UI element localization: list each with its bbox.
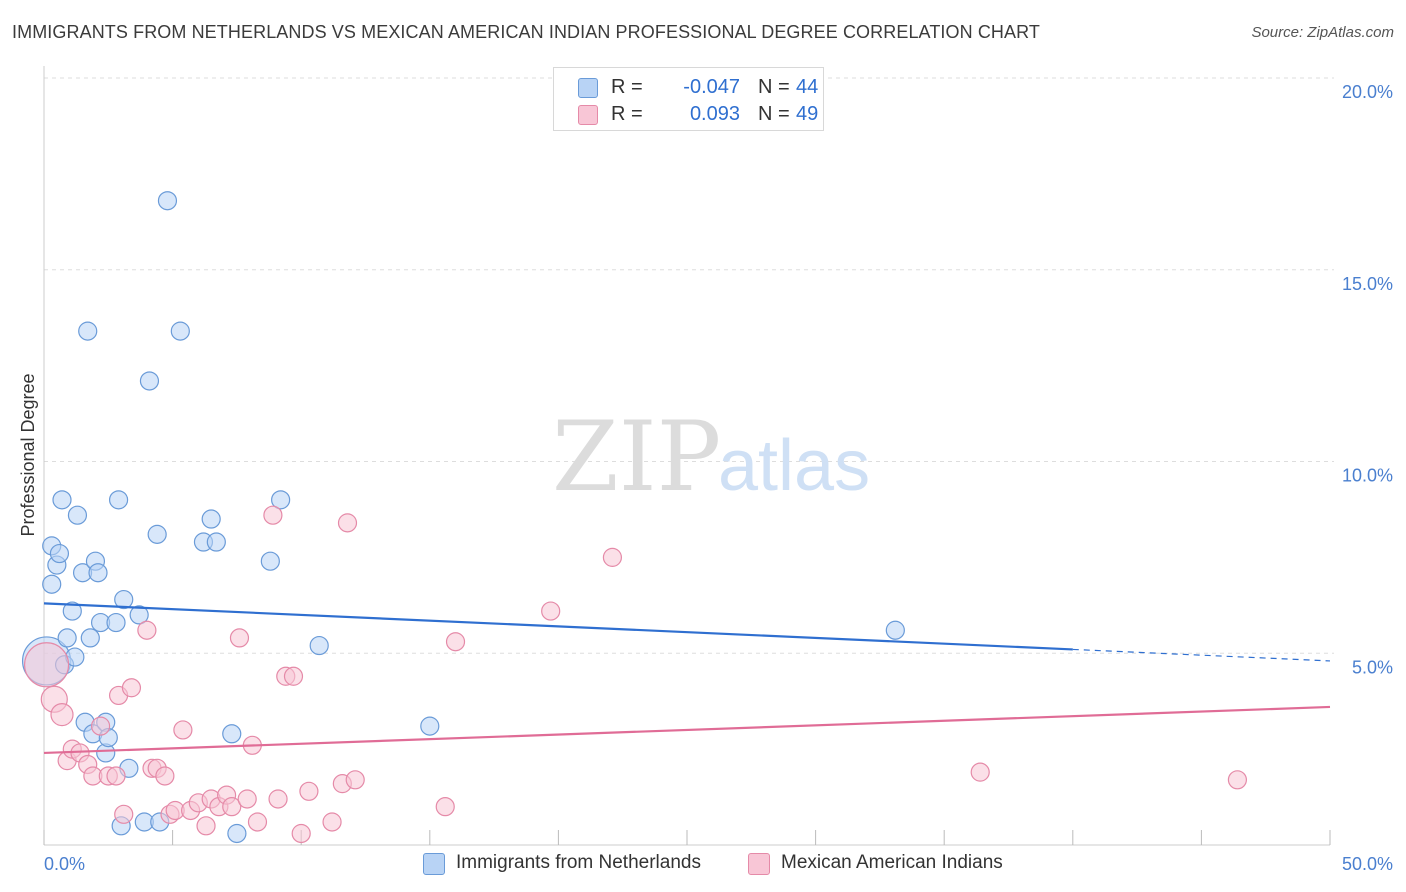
legend-n-label: N = <box>758 103 790 125</box>
point-netherlands <box>67 505 88 525</box>
point-netherlands <box>885 620 905 640</box>
series-swatch-mexican <box>748 853 770 875</box>
point-netherlands <box>106 612 126 633</box>
trendline-netherlands-extension <box>1072 648 1331 662</box>
point-netherlands <box>88 563 108 583</box>
point-netherlands <box>139 371 160 391</box>
point-mexican <box>121 678 142 698</box>
point-netherlands <box>260 551 280 571</box>
point-netherlands <box>201 509 221 529</box>
point-mexican <box>247 812 268 832</box>
point-mexican <box>196 816 216 836</box>
correlation-legend: R = -0.047 N = 44 R = 0.093 N = 49 <box>553 67 824 131</box>
y-tick-label: 20.0% <box>1342 82 1393 102</box>
chart-title: IMMIGRANTS FROM NETHERLANDS VS MEXICAN A… <box>12 22 1041 42</box>
point-netherlands <box>222 724 242 744</box>
trendline-netherlands <box>43 602 1073 651</box>
point-mexican <box>106 766 126 786</box>
point-mexican <box>90 716 111 736</box>
point-mexican <box>114 804 134 824</box>
point-mexican <box>445 632 466 652</box>
legend-r-value-netherlands: -0.047 <box>683 76 740 98</box>
point-mexican <box>283 666 304 686</box>
watermark-atlas: atlas <box>718 426 870 506</box>
gridlines <box>44 77 1334 654</box>
point-mexican <box>345 770 365 790</box>
watermark: ZIP atlas <box>552 401 870 513</box>
point-netherlands <box>57 628 77 648</box>
trendline-mexican <box>43 705 1331 755</box>
point-netherlands <box>157 191 178 211</box>
legend-swatch-netherlands <box>578 78 598 98</box>
legend-n-label: N = <box>758 76 790 98</box>
point-mexican <box>50 703 74 727</box>
x-tick-label: 50.0% <box>1342 854 1393 874</box>
point-netherlands <box>206 532 226 552</box>
point-mexican <box>222 797 242 817</box>
point-mexican <box>155 766 175 786</box>
axes <box>43 66 1331 846</box>
point-netherlands <box>52 490 72 510</box>
y-axis-label: Professional Degree <box>18 373 38 536</box>
point-netherlands <box>49 543 70 564</box>
point-netherlands <box>42 574 62 594</box>
point-mexican <box>137 620 157 640</box>
legend-swatch-mexican <box>578 105 598 125</box>
y-tick-labels: 5.0% 10.0% 15.0% 20.0% <box>1342 82 1393 677</box>
point-netherlands <box>420 716 440 736</box>
points-layer <box>21 191 1248 844</box>
point-netherlands <box>80 628 100 648</box>
point-netherlands <box>62 601 82 621</box>
source-credit: Source: ZipAtlas.com <box>1251 24 1394 41</box>
legend-n-value-mexican: 49 <box>796 103 819 125</box>
point-netherlands <box>114 589 134 610</box>
y-tick-label: 10.0% <box>1342 466 1393 486</box>
point-mexican <box>23 642 70 688</box>
point-mexican <box>291 823 311 844</box>
legend-r-label: R = <box>611 103 643 125</box>
point-mexican <box>263 505 283 525</box>
point-mexican <box>970 762 990 782</box>
point-mexican <box>299 781 319 801</box>
series-label-netherlands: Immigrants from Netherlands <box>456 852 701 873</box>
watermark-zip: ZIP <box>552 401 721 513</box>
point-mexican <box>229 628 250 648</box>
point-netherlands <box>309 635 329 656</box>
point-mexican <box>237 789 257 809</box>
point-mexican <box>541 601 561 621</box>
legend-n-value-netherlands: 44 <box>796 76 819 98</box>
y-tick-label: 15.0% <box>1342 274 1393 294</box>
legend-r-label: R = <box>611 76 643 98</box>
point-mexican <box>337 513 358 533</box>
series-label-mexican: Mexican American Indians <box>781 852 1003 873</box>
x-tick-label: 0.0% <box>44 854 85 874</box>
point-netherlands <box>78 321 98 341</box>
series-swatch-netherlands <box>423 853 445 875</box>
point-netherlands <box>227 823 247 844</box>
point-mexican <box>322 812 342 832</box>
point-netherlands <box>147 524 167 544</box>
point-netherlands <box>170 321 190 341</box>
point-netherlands <box>271 490 291 510</box>
legend-r-value-mexican: 0.093 <box>689 103 740 125</box>
point-mexican <box>268 789 288 809</box>
y-tick-label: 5.0% <box>1352 657 1393 677</box>
point-netherlands <box>108 490 129 510</box>
point-mexican <box>602 547 623 567</box>
point-mexican <box>435 797 455 817</box>
point-mexican <box>1227 770 1248 790</box>
x-tick-labels: 0.0% 50.0% <box>44 854 1393 874</box>
point-mexican <box>173 720 193 740</box>
trendlines <box>43 602 1331 755</box>
point-netherlands <box>129 605 149 625</box>
